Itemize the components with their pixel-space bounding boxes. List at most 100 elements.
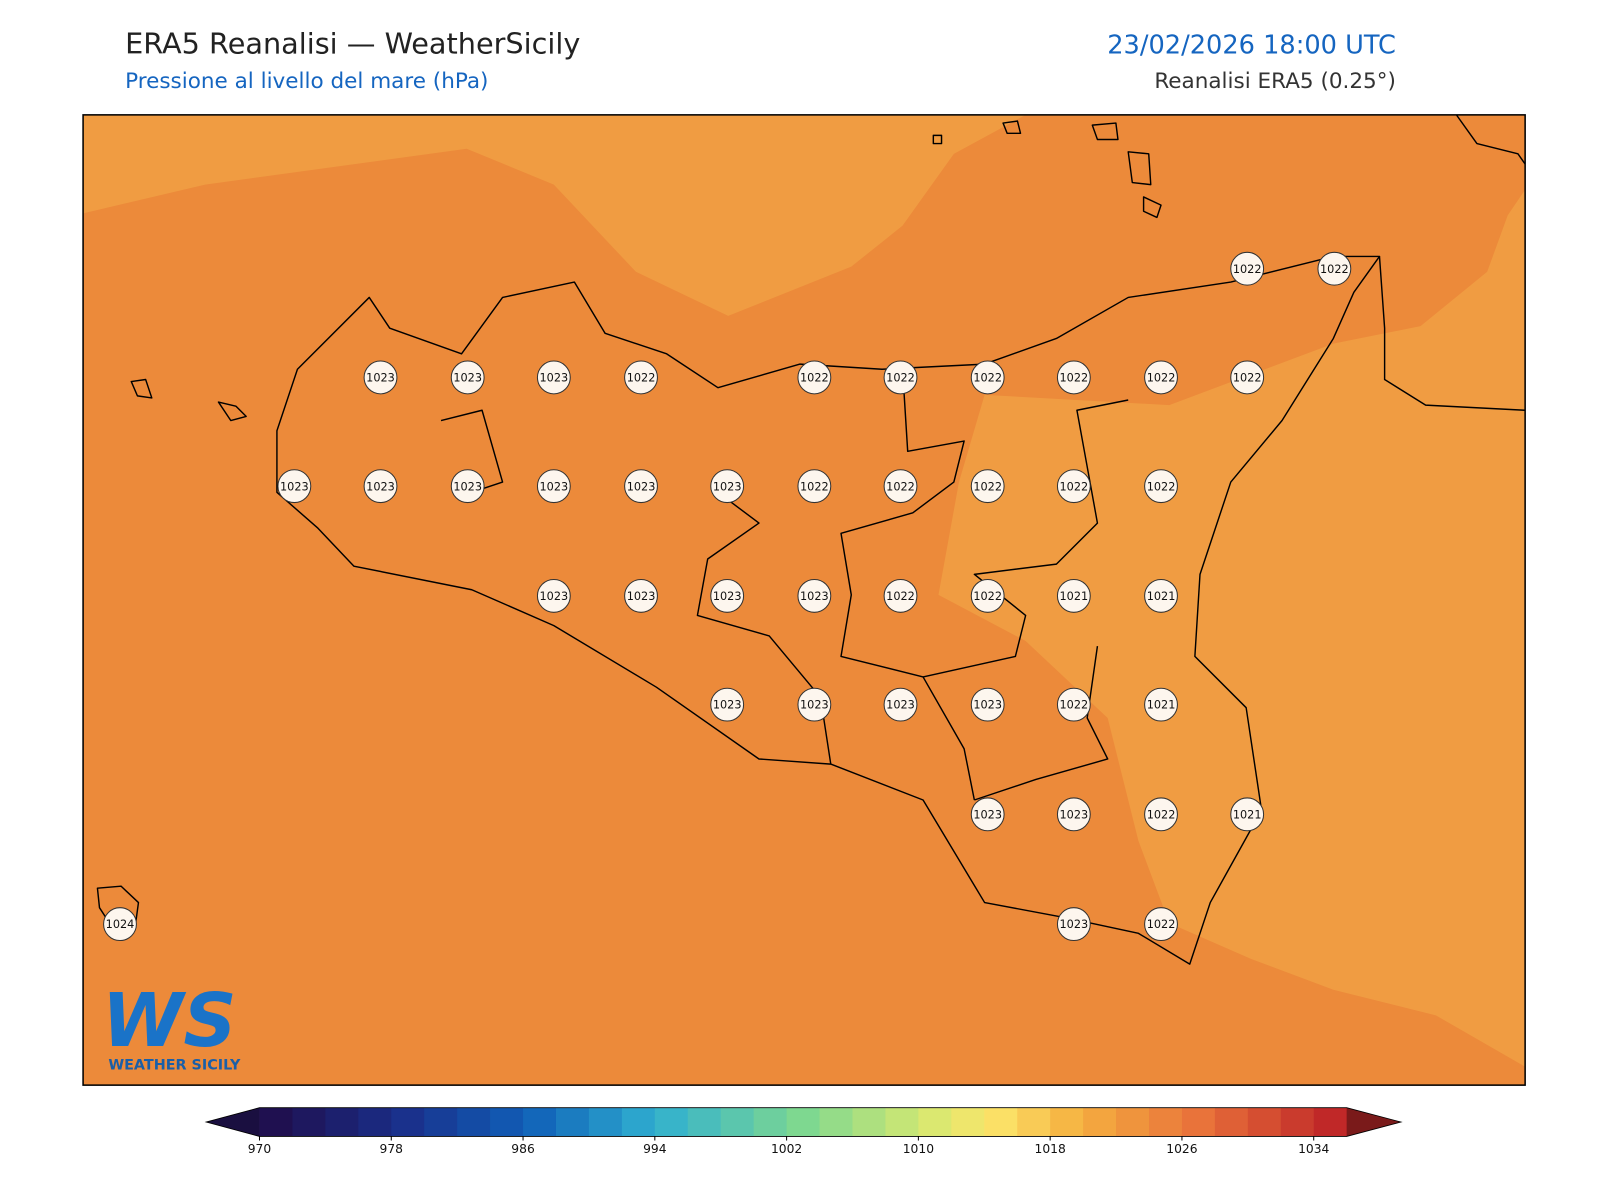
colorbar-bin bbox=[523, 1107, 557, 1137]
station-label: 1023 bbox=[627, 590, 656, 603]
colorbar-bin bbox=[984, 1107, 1018, 1137]
colorbar-bin bbox=[1083, 1107, 1117, 1137]
station-marker bbox=[883, 469, 918, 504]
datetime: 23/02/2026 18:00 UTC bbox=[1107, 30, 1396, 60]
station-label: 1022 bbox=[1233, 263, 1262, 276]
station-label: 1022 bbox=[1147, 808, 1176, 821]
station-label: 1022 bbox=[1060, 372, 1089, 385]
station-label: 1024 bbox=[106, 918, 135, 931]
colorbar-bin bbox=[1148, 1107, 1183, 1137]
station-label: 1022 bbox=[800, 480, 829, 493]
colorbar-bin bbox=[457, 1107, 491, 1137]
colorbar-bin bbox=[1214, 1107, 1249, 1137]
station-label: 1021 bbox=[1060, 590, 1089, 603]
station-label: 1022 bbox=[1060, 699, 1089, 712]
colorbar-bin bbox=[786, 1107, 821, 1137]
station-label: 1023 bbox=[973, 808, 1002, 821]
colorbar-extend-high bbox=[1346, 1107, 1402, 1137]
colorbar-bin bbox=[654, 1107, 689, 1137]
colorbar-extend-low bbox=[206, 1107, 260, 1137]
station-label: 1022 bbox=[1147, 372, 1176, 385]
station-label: 1023 bbox=[453, 372, 482, 385]
islands bbox=[96, 120, 1162, 929]
station-label: 1023 bbox=[1060, 808, 1089, 821]
colorbar-bin bbox=[819, 1107, 854, 1137]
station-marker bbox=[797, 578, 832, 613]
station-label: 1022 bbox=[1320, 263, 1349, 276]
station-label: 1023 bbox=[453, 480, 482, 493]
colorbar-tick-label: 1026 bbox=[1166, 1142, 1197, 1156]
station-marker bbox=[710, 687, 745, 722]
station-label: 1022 bbox=[627, 372, 656, 385]
station-marker bbox=[1056, 578, 1091, 613]
station-label: 1023 bbox=[886, 699, 915, 712]
colorbar-bin bbox=[951, 1107, 985, 1137]
colorbar-tick-label: 1002 bbox=[771, 1142, 802, 1156]
colorbar-bin bbox=[1017, 1107, 1051, 1137]
station-label: 1023 bbox=[973, 699, 1002, 712]
colorbar-tick-label: 1018 bbox=[1035, 1142, 1066, 1156]
station-marker bbox=[1056, 469, 1091, 504]
colorbar: 970 978 986 994 1002 1010 1018 1026 1034 bbox=[204, 1107, 1403, 1156]
station-marker bbox=[363, 360, 398, 395]
station-marker bbox=[450, 360, 485, 395]
map-frame bbox=[82, 114, 1526, 1086]
station-label: 1021 bbox=[1147, 699, 1176, 712]
colorbar-tick-label: 986 bbox=[511, 1142, 535, 1156]
coastline bbox=[276, 255, 1381, 965]
station-marker bbox=[536, 360, 571, 395]
station-marker bbox=[536, 578, 571, 613]
station-label: 1022 bbox=[973, 372, 1002, 385]
station-marker bbox=[1144, 797, 1178, 832]
station-marker bbox=[450, 469, 485, 504]
station-marker bbox=[797, 360, 832, 395]
station-marker bbox=[883, 687, 918, 722]
station-marker bbox=[536, 469, 571, 504]
station-label: 1023 bbox=[366, 372, 395, 385]
colorbar-bin bbox=[687, 1107, 722, 1137]
logo-mark: WS bbox=[102, 978, 237, 1064]
station-marker bbox=[1056, 907, 1091, 942]
station-marker bbox=[883, 578, 918, 613]
station-label: 1022 bbox=[800, 372, 829, 385]
station-marker bbox=[970, 687, 1005, 722]
station-marker bbox=[624, 578, 658, 613]
coastline-mainland bbox=[1378, 114, 1526, 411]
source: Reanalisi ERA5 (0.25°) bbox=[1154, 69, 1396, 94]
station-label: 1023 bbox=[800, 590, 829, 603]
station-marker bbox=[797, 687, 832, 722]
station-marker bbox=[1144, 907, 1178, 942]
station-marker bbox=[103, 907, 137, 942]
colorbar-tick-label: 1010 bbox=[903, 1142, 934, 1156]
station-label: 1022 bbox=[1233, 372, 1262, 385]
colorbar-bin bbox=[1280, 1107, 1315, 1137]
colorbar-bin bbox=[259, 1107, 293, 1137]
station-label: 1022 bbox=[886, 372, 915, 385]
station-marker bbox=[797, 469, 832, 504]
station-marker bbox=[970, 578, 1005, 613]
colorbar-bin bbox=[918, 1107, 952, 1137]
station-label: 1023 bbox=[366, 480, 395, 493]
colorbar-tick-label: 994 bbox=[643, 1142, 667, 1156]
station-label: 1022 bbox=[1147, 918, 1176, 931]
colorbar-bin bbox=[490, 1107, 524, 1137]
station-label: 1022 bbox=[1147, 480, 1176, 493]
station-marker bbox=[1144, 578, 1178, 613]
station-label: 1021 bbox=[1147, 590, 1176, 603]
station-marker bbox=[363, 469, 398, 504]
colorbar-bin bbox=[1050, 1107, 1084, 1137]
station-marker bbox=[1056, 687, 1091, 722]
station-label: 1023 bbox=[800, 699, 829, 712]
station-label: 1023 bbox=[1060, 918, 1089, 931]
colorbar-tick-label: 978 bbox=[380, 1142, 403, 1156]
station-label: 1021 bbox=[1233, 808, 1262, 821]
station-label: 1023 bbox=[540, 480, 569, 493]
station-label: 1023 bbox=[713, 590, 742, 603]
station-label: 1022 bbox=[973, 590, 1002, 603]
colorbar-tick-label: 970 bbox=[248, 1142, 271, 1156]
colorbar-bin bbox=[1181, 1107, 1216, 1137]
station-marker bbox=[1230, 797, 1265, 832]
station-marker bbox=[1056, 797, 1091, 832]
colorbar-bin bbox=[325, 1107, 359, 1137]
station-label: 1023 bbox=[540, 372, 569, 385]
